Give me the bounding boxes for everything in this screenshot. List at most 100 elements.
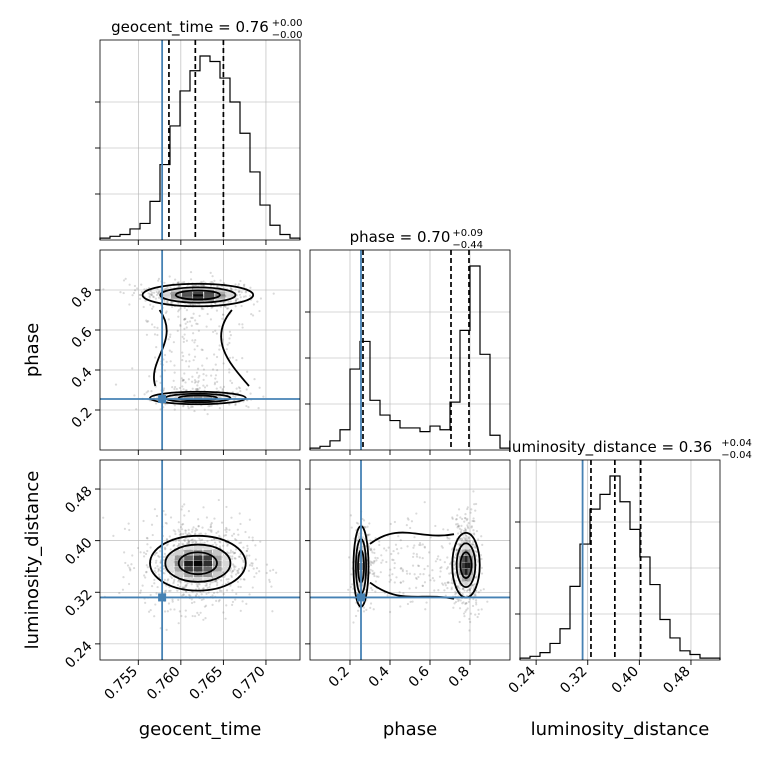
sample-point (474, 594, 477, 597)
sample-point (129, 569, 132, 572)
sample-point (448, 562, 452, 565)
density-cell (464, 581, 468, 588)
sample-point (145, 333, 149, 336)
x-tick-label-geocent_time: 0.755 (101, 664, 141, 704)
sample-point (447, 581, 450, 584)
density-cell (215, 298, 226, 301)
sample-point (151, 533, 154, 537)
sample-point (238, 290, 241, 293)
sample-point (169, 516, 173, 519)
sample-point (466, 588, 470, 592)
sample-point (146, 537, 149, 540)
sample-point (122, 576, 125, 579)
sample-point (226, 544, 229, 547)
density-cell (456, 555, 460, 562)
sample-point (377, 575, 380, 578)
sample-point (253, 378, 256, 381)
sample-point (188, 353, 191, 356)
sample-point (187, 540, 190, 543)
sample-point (199, 539, 202, 542)
sample-point (216, 285, 219, 288)
sample-point (243, 283, 246, 286)
sample-point (454, 523, 458, 526)
sample-point (475, 601, 478, 604)
sample-point (211, 594, 214, 597)
sample-point (130, 563, 133, 566)
sample-point (208, 586, 211, 589)
sample-point (369, 548, 372, 551)
sample-point (210, 280, 214, 283)
sample-point (444, 594, 447, 597)
sample-point (415, 577, 418, 581)
sample-point (239, 390, 242, 393)
sample-point (392, 549, 395, 553)
sample-point (139, 293, 142, 296)
sample-point (204, 604, 208, 607)
density-cell (464, 555, 468, 562)
sample-point (189, 406, 192, 409)
sample-point (222, 544, 225, 547)
truth-point (357, 593, 365, 602)
sample-point (155, 346, 158, 349)
sample-point (221, 572, 224, 575)
sample-point (482, 588, 485, 591)
density-cell (204, 296, 215, 299)
sample-point (169, 548, 172, 551)
sample-point (457, 598, 461, 601)
sample-point (174, 278, 177, 281)
sample-point (236, 580, 240, 583)
sample-point (239, 553, 242, 556)
sample-point (179, 307, 182, 310)
density-cell (467, 555, 471, 562)
sample-point (198, 314, 201, 318)
sample-point (357, 609, 360, 612)
sample-point (230, 288, 233, 291)
sample-point (194, 527, 198, 530)
sample-point (177, 542, 181, 546)
sample-point (148, 296, 151, 299)
density-cell (184, 577, 193, 583)
sample-point (270, 585, 273, 588)
sample-point (460, 517, 464, 521)
density-cell (467, 549, 471, 556)
sample-point (405, 524, 408, 527)
sample-point (255, 572, 258, 575)
sample-point (197, 518, 200, 521)
sample-point (434, 560, 438, 563)
contour-level-2 (141, 282, 255, 308)
sample-point (374, 590, 377, 593)
sample-point (205, 384, 209, 387)
sample-point (358, 535, 361, 538)
sample-point (387, 546, 390, 549)
sample-point (463, 520, 466, 523)
sample-point (369, 568, 372, 571)
sample-point (230, 381, 234, 385)
sample-point (169, 589, 172, 592)
sample-point (145, 391, 148, 394)
sample-point (429, 536, 432, 539)
sample-point (477, 538, 480, 541)
density-cell (193, 294, 204, 297)
sample-point (445, 567, 449, 570)
sample-point (348, 556, 351, 559)
density-cell (174, 555, 184, 561)
sample-point (399, 567, 402, 570)
sample-point (153, 582, 156, 585)
density-cell (358, 571, 361, 579)
sample-point (183, 306, 186, 309)
sample-point (238, 555, 242, 558)
sample-point (459, 537, 462, 540)
sample-point (234, 299, 237, 302)
sample-point (191, 614, 194, 618)
sample-point (222, 592, 225, 596)
density-cell (174, 571, 184, 578)
sample-point (399, 539, 402, 542)
sample-point (236, 571, 239, 575)
sample-point (164, 311, 167, 314)
histogram-phase (309, 265, 511, 450)
sample-point (196, 344, 199, 348)
sample-point (243, 578, 246, 581)
sample-point (471, 584, 474, 587)
sample-point (154, 552, 157, 555)
sample-point (157, 570, 160, 573)
